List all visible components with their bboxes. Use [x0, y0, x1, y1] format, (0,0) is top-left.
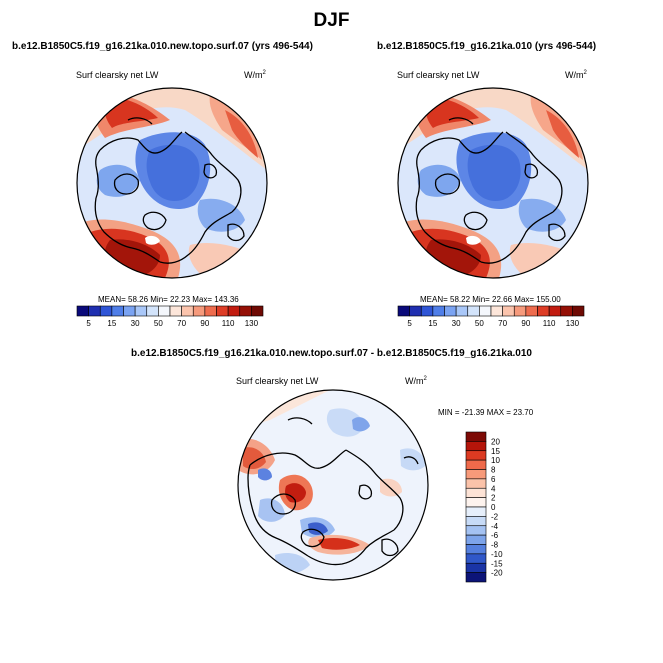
colorbar-1-tick-label: 30	[131, 319, 140, 328]
colorbar-3-tick-label: -2	[491, 512, 499, 521]
colorbar-1-swatch	[192, 305, 206, 317]
colorbar-3-swatch	[465, 469, 487, 480]
colorbar-3-tick-label: -20	[491, 569, 503, 578]
colorbar-1-swatch	[169, 305, 182, 317]
colorbar-1-tick-label: 15	[107, 319, 116, 328]
colorbar-2-tick-label: 110	[543, 319, 556, 328]
colorbar-2-swatch	[560, 305, 573, 317]
colorbar-3-tick-label: -10	[491, 550, 503, 559]
colorbar-3-swatch	[465, 441, 487, 452]
colorbar-2-swatch	[432, 305, 445, 317]
colorbar-3-swatch	[465, 544, 487, 555]
colorbar-3-tick-label: -4	[491, 522, 499, 531]
colorbar-3-tick-label: 10	[491, 456, 500, 465]
panel-2-colorbar: 5 15 30 50 70 90 110 130	[397, 305, 585, 328]
colorbar-2-tick-label: 90	[521, 319, 530, 328]
colorbar-3-tick-label: -15	[491, 559, 503, 568]
colorbar-2-tick-label: 130	[566, 319, 580, 328]
colorbar-1-swatch	[88, 305, 101, 317]
colorbar-1-swatch	[216, 305, 229, 317]
colorbar-1-swatch	[158, 305, 171, 317]
colorbar-3-swatch	[465, 506, 487, 517]
colorbar-3-swatch	[465, 450, 487, 461]
colorbar-1-swatch	[99, 305, 113, 317]
colorbar-2-swatch	[409, 305, 422, 317]
colorbar-2-swatch	[548, 305, 562, 317]
colorbar-1-tick-label: 50	[154, 319, 163, 328]
colorbar-2-tick-label: 70	[498, 319, 507, 328]
panel-3-units: W/m2	[405, 376, 427, 386]
colorbar-2-swatch	[490, 305, 503, 317]
colorbar-3-swatch	[465, 553, 487, 564]
panel-2-stats: MEAN= 58.22 Min= 22.66 Max= 155.00	[420, 295, 561, 304]
panel-1-stats: MEAN= 58.26 Min= 22.23 Max= 143.36	[98, 295, 239, 304]
colorbar-3-swatch	[465, 562, 487, 573]
colorbar-2-swatch	[467, 305, 480, 317]
panel-3-title: b.e12.B1850C5.f19_g16.21ka.010.new.topo.…	[131, 348, 532, 359]
panel-1-units: W/m2	[244, 70, 266, 80]
colorbar-1-swatch	[239, 305, 252, 317]
colorbar-1-tick-label: 70	[177, 319, 186, 328]
colorbar-2-swatch	[479, 305, 492, 317]
colorbar-3-tick-label: 8	[491, 466, 496, 475]
colorbar-3-swatch	[465, 516, 487, 527]
colorbar-3-tick-label: 0	[491, 503, 496, 512]
colorbar-3-tick-label: -6	[491, 531, 499, 540]
colorbar-2-swatch	[455, 305, 469, 317]
colorbar-3-tick-label: 2	[491, 494, 496, 503]
colorbar-2-tick-label: 50	[475, 319, 484, 328]
colorbar-1-swatch	[204, 305, 217, 317]
colorbar-2-swatch	[444, 305, 457, 317]
colorbar-2-tick-label: 5	[407, 319, 412, 328]
colorbar-1-swatch	[76, 305, 89, 317]
panel-3-field-label: Surf clearsky net LW	[236, 376, 319, 386]
colorbar-1-tick-label: 110	[222, 319, 235, 328]
colorbar-2-swatch	[537, 305, 550, 317]
colorbar-3-tick-label: 20	[491, 437, 500, 446]
colorbar-3-swatch	[465, 572, 487, 583]
panel-2-map	[397, 87, 589, 279]
colorbar-3-tick-label: -8	[491, 541, 499, 550]
colorbar-2-swatch	[420, 305, 434, 317]
colorbar-1-tick-label: 5	[86, 319, 91, 328]
panel-1-map	[76, 87, 268, 279]
colorbar-2-swatch	[525, 305, 538, 317]
colorbar-3-swatch	[465, 497, 487, 508]
colorbar-2-tick-label: 30	[452, 319, 461, 328]
colorbar-3-swatch	[465, 459, 487, 470]
colorbar-1-swatch	[227, 305, 241, 317]
colorbar-2-swatch	[502, 305, 515, 317]
colorbar-2-swatch	[572, 305, 585, 317]
colorbar-2-swatch	[397, 305, 410, 317]
colorbar-1-swatch	[181, 305, 194, 317]
colorbar-3-swatch	[465, 487, 487, 498]
panel-1-title: b.e12.B1850C5.f19_g16.21ka.010.new.topo.…	[12, 41, 313, 52]
panel-3-stats: MIN = -21.39 MAX = 23.70	[438, 408, 534, 417]
panel-2-field-label: Surf clearsky net LW	[397, 70, 480, 80]
colorbar-3-tick-label: 6	[491, 475, 496, 484]
colorbar-1-tick-label: 130	[245, 319, 259, 328]
colorbar-3-tick-label: 4	[491, 484, 496, 493]
colorbar-3-swatch	[465, 534, 487, 545]
colorbar-1-swatch	[111, 305, 124, 317]
panel-2-title: b.e12.B1850C5.f19_g16.21ka.010 (yrs 496-…	[377, 41, 597, 52]
colorbar-2-tick-label: 15	[428, 319, 437, 328]
colorbar-1-swatch	[146, 305, 159, 317]
panel-2-units: W/m2	[565, 70, 587, 80]
colorbar-3-swatch	[465, 525, 487, 536]
colorbar-1-tick-label: 90	[200, 319, 209, 328]
colorbar-3-swatch	[465, 431, 487, 442]
colorbar-2-swatch	[513, 305, 527, 317]
panel-3-map	[237, 389, 429, 581]
colorbar-3-swatch	[465, 478, 487, 489]
colorbar-1-swatch	[134, 305, 148, 317]
panel-1-colorbar: 5 15 30 50 70 90 110 130	[76, 305, 264, 328]
panel-1-field-label: Surf clearsky net LW	[76, 70, 159, 80]
colorbar-1-swatch	[123, 305, 136, 317]
figure-title: DJF	[313, 10, 350, 31]
colorbar-1-swatch	[251, 305, 264, 317]
colorbar-3-tick-label: 15	[491, 447, 500, 456]
